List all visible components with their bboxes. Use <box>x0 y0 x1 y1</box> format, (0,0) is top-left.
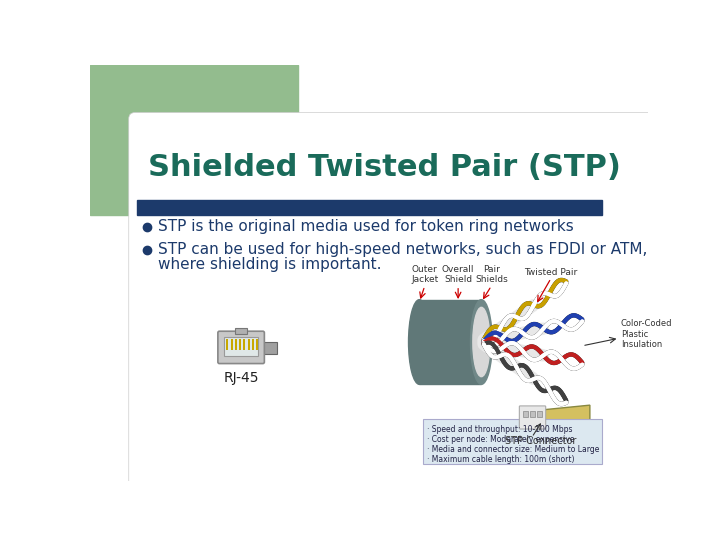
Polygon shape <box>544 405 590 427</box>
Bar <box>135 65 297 126</box>
Text: Overall
Shield: Overall Shield <box>442 265 474 284</box>
Text: · Media and connector size: Medium to Large: · Media and connector size: Medium to La… <box>427 445 600 454</box>
Text: Twisted Pair: Twisted Pair <box>524 267 577 276</box>
Bar <box>90 65 135 215</box>
Text: Outer
Jacket: Outer Jacket <box>411 265 438 284</box>
Bar <box>224 338 258 356</box>
Bar <box>423 419 601 464</box>
Text: STP Connector: STP Connector <box>505 436 576 446</box>
Ellipse shape <box>473 307 490 377</box>
Bar <box>239 339 241 350</box>
Bar <box>252 339 254 350</box>
Bar <box>537 411 542 417</box>
Text: RJ-45: RJ-45 <box>223 372 259 385</box>
Text: STP can be used for high-speed networks, such as FDDI or ATM,: STP can be used for high-speed networks,… <box>158 242 647 257</box>
Bar <box>235 328 248 334</box>
FancyBboxPatch shape <box>129 112 654 487</box>
Bar <box>230 339 233 350</box>
FancyBboxPatch shape <box>218 331 264 363</box>
Bar <box>248 339 250 350</box>
Bar <box>261 342 276 354</box>
Bar <box>256 339 258 350</box>
Text: Color-Coded
Plastic
Insulation: Color-Coded Plastic Insulation <box>621 319 672 349</box>
Text: · Speed and throughput: 10-100 Mbps: · Speed and throughput: 10-100 Mbps <box>427 425 572 434</box>
FancyBboxPatch shape <box>519 406 546 429</box>
Text: STP is the original media used for token ring networks: STP is the original media used for token… <box>158 219 574 234</box>
Bar <box>243 339 246 350</box>
Bar <box>419 300 482 384</box>
Text: Shielded Twisted Pair (STP): Shielded Twisted Pair (STP) <box>148 153 621 183</box>
Text: Pair
Shields: Pair Shields <box>475 265 508 284</box>
Bar <box>235 339 237 350</box>
Bar <box>530 411 535 417</box>
Text: · Maximum cable length: 100m (short): · Maximum cable length: 100m (short) <box>427 455 575 464</box>
Bar <box>226 339 228 350</box>
Bar <box>523 411 528 417</box>
Text: · Cost per node: Moderately expensive: · Cost per node: Moderately expensive <box>427 435 575 444</box>
Ellipse shape <box>471 300 492 384</box>
Ellipse shape <box>408 300 431 384</box>
Text: where shielding is important.: where shielding is important. <box>158 258 382 273</box>
Bar <box>137 200 601 215</box>
